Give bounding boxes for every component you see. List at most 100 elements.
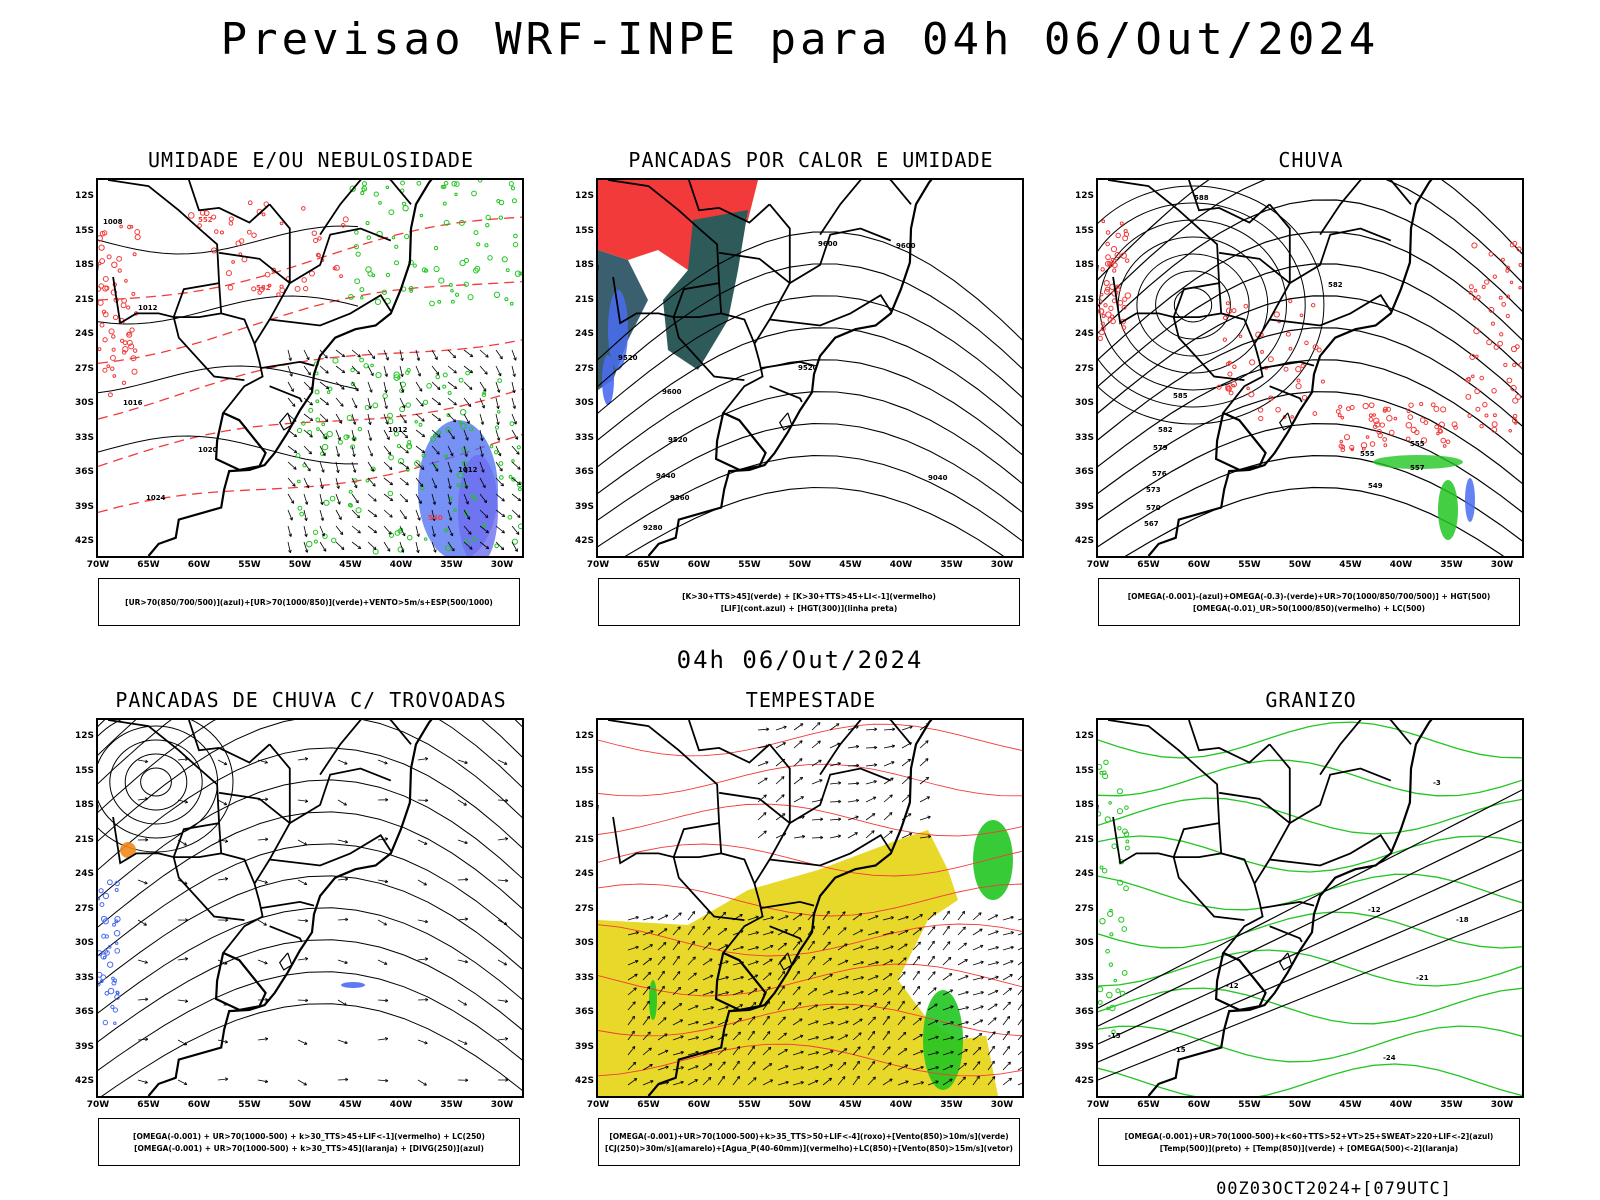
lat-label: 15S (1074, 225, 1094, 236)
contour-label: -12 (1226, 982, 1239, 990)
lon-label: 30W (990, 1100, 1014, 1110)
map-frame: -3 -12 -18 -21 -15 -15 -12 -24 (1096, 718, 1524, 1098)
lon-label: 55W (1238, 1100, 1261, 1110)
contour-label: 9600 (662, 388, 682, 396)
contour-label: 582 (1158, 426, 1173, 434)
lat-label: 36S (74, 1007, 94, 1017)
lat-label: 39S (1074, 1041, 1094, 1052)
lon-label: 65W (1137, 560, 1160, 570)
lat-label: 33S (574, 972, 594, 983)
lon-label: 30W (1490, 560, 1514, 570)
lon-label: 40W (1389, 1100, 1413, 1110)
lon-label: 60W (187, 1100, 211, 1110)
contour-label: 582 (256, 284, 271, 292)
map-frame: 9600 9600 9520 9520 9600 9520 9440 9360 9280 9040 (596, 178, 1024, 558)
contour-label: 1008 (103, 218, 123, 226)
lon-label: 70W (1086, 1100, 1110, 1110)
contour-label: -21 (1416, 974, 1429, 982)
forecast-title: Previsao WRF-INPE para 04h 06/Out/2024 (220, 14, 1380, 65)
lon-label: 60W (687, 560, 711, 570)
lat-label: 39S (574, 1041, 594, 1052)
lon-label: 50W (788, 560, 812, 570)
lat-label: 42S (74, 1076, 94, 1086)
contour-label: -15 (1173, 1046, 1186, 1054)
map-frame (96, 718, 524, 1098)
map-canvas: 588 582 585 582 579 576 573 570 567 555 555 557 549 (1098, 180, 1522, 556)
lon-label: 35W (1440, 560, 1463, 570)
legend-box: [OMEGA(-0.001)-(azul)+OMEGA(-0.3)-(verde… (1098, 578, 1520, 626)
contour-label: 576 (1152, 470, 1167, 478)
lat-label: 27S (574, 903, 594, 914)
coastline-layer (1098, 180, 1433, 556)
field-layer: 1008 1012 1016 1020 1024 1012 1012 552 582 540 (98, 180, 522, 556)
lon-label: 70W (586, 1100, 610, 1110)
legend-line: [OMEGA(-0.001)+UR>70(1000-500)+k>35_TTS>… (609, 1131, 1009, 1141)
lon-label: 70W (1086, 560, 1110, 570)
lon-label: 65W (1137, 1100, 1160, 1110)
map-panel-4: PANCADAS DE CHUVA C/ TROVOADAS 12S 15S 18S 2… (66, 688, 556, 1188)
lat-label: 15S (574, 765, 594, 776)
lat-label: 27S (74, 903, 94, 914)
lat-label: 21S (74, 294, 94, 305)
lat-label: 42S (574, 1076, 594, 1086)
legend-box: [UR>70(850/700/500)](azul)+[UR>70(1000/8… (98, 578, 520, 626)
coastline-layer (98, 720, 433, 1096)
lon-label: 40W (889, 1100, 913, 1110)
lat-label: 21S (574, 834, 594, 845)
lon-label: 50W (288, 1100, 312, 1110)
map-canvas: 1008 1012 1016 1020 1024 1012 1012 552 582 540 (98, 180, 522, 556)
run-info: 00Z03OCT2024+[079UTC] (1216, 1179, 1452, 1199)
legend-box: [K>30+TTS>45](verde) + [K>30+TTS>45+LI<-… (598, 578, 1020, 626)
contour-label: 557 (1410, 464, 1425, 472)
lon-label: 40W (889, 560, 913, 570)
legend-line: [Temp(500)](preto) + [Temp(850)](verde) … (1159, 1143, 1459, 1153)
lat-label: 15S (1074, 765, 1094, 776)
map-panel-1: UMIDADE E/OU NEBULOSIDADE 1008 1012 1016 102… (66, 148, 556, 648)
contour-label: 585 (1173, 392, 1188, 400)
lat-label: 15S (574, 225, 594, 236)
coastline-layer (598, 720, 933, 1096)
lat-label: 39S (574, 501, 594, 512)
legend-box: [OMEGA(-0.001) + UR>70(1000-500) + k>30_… (98, 1118, 520, 1166)
lon-label: 30W (490, 560, 514, 570)
lat-label: 24S (74, 329, 94, 339)
legend-line: [OMEGA(-0.001)-(azul)+OMEGA(-0.3)-(verde… (1127, 591, 1491, 601)
lon-label: 50W (1288, 1100, 1312, 1110)
lon-label: 45W (839, 560, 862, 570)
lon-label: 45W (1339, 1100, 1362, 1110)
lat-label: 42S (1074, 1076, 1094, 1086)
lon-label: 35W (940, 1100, 963, 1110)
contour-label: 9520 (618, 354, 638, 362)
lat-label: 12S (1074, 191, 1094, 201)
lon-label: 50W (288, 560, 312, 570)
contour-label: 1020 (198, 446, 218, 454)
coastline-layer (598, 180, 933, 556)
lat-label: 42S (1074, 536, 1094, 546)
legend-line: [OMEGA(-0.001) + UR>70(1000-500) + k>30_… (133, 1131, 485, 1141)
legend-box: [OMEGA(-0.001)+UR>70(1000-500)+k<60+TTS>… (1098, 1118, 1520, 1166)
coastline-layer (1098, 720, 1433, 1096)
map-canvas (98, 720, 522, 1096)
lon-label: 55W (238, 560, 261, 570)
contour-label: 567 (1144, 520, 1159, 528)
contour-label: 9520 (798, 364, 818, 372)
lat-label: 39S (74, 1041, 94, 1052)
lat-label: 15S (74, 225, 94, 236)
lat-label: 24S (1074, 329, 1094, 339)
map-panel-3: CHUVA 588 582 585 582 579 576 573 570 567 555 555 55… (1066, 148, 1556, 648)
lat-label: 12S (74, 731, 94, 741)
lat-label: 33S (74, 972, 94, 983)
lat-label: 18S (74, 260, 94, 270)
contour-label: 588 (1194, 194, 1209, 202)
coastline-layer (98, 180, 433, 556)
contour-label: -12 (1368, 906, 1381, 914)
lon-label: 55W (738, 560, 761, 570)
contour-label: -15 (1108, 1032, 1121, 1040)
field-layer: 588 582 585 582 579 576 573 570 567 555 555 557 549 (1098, 180, 1522, 556)
lat-label: 21S (574, 294, 594, 305)
lat-label: 36S (574, 1007, 594, 1017)
lat-label: 18S (74, 800, 94, 810)
lon-label: 40W (389, 560, 413, 570)
